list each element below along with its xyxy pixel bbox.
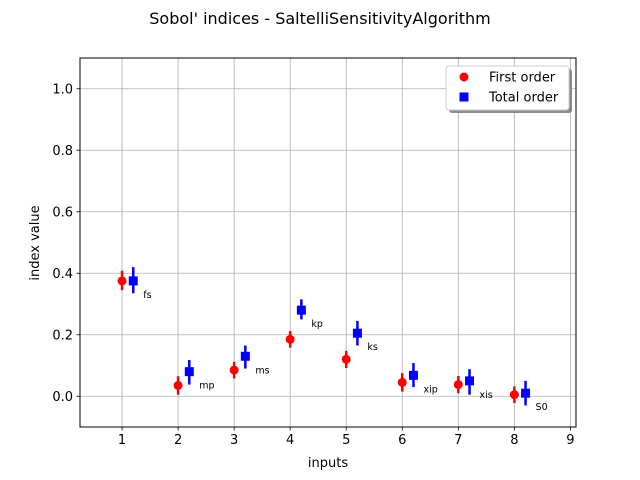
legend-total-order-marker: [459, 92, 469, 102]
input-name-label: fs: [143, 290, 151, 301]
first-order-point: [173, 380, 183, 390]
y-axis-label: index value: [28, 205, 43, 280]
first-order-point: [509, 390, 519, 400]
total-order-point: [128, 276, 138, 286]
total-order-point: [184, 367, 194, 377]
x-tick-label: 5: [342, 433, 350, 448]
y-tick-label: 0.4: [52, 267, 73, 282]
y-tick-label: 0.8: [52, 144, 73, 159]
input-name-label: ks: [367, 342, 378, 353]
first-order-point: [397, 377, 407, 387]
x-tick-label: 3: [230, 433, 238, 448]
chart-title: Sobol' indices - SaltelliSensitivityAlgo…: [149, 9, 490, 28]
x-tick-label: 8: [510, 433, 518, 448]
input-name-label: xip: [423, 384, 437, 395]
legend-first-order-marker: [459, 72, 469, 82]
total-order-point: [521, 388, 531, 398]
y-tick-label: 1.0: [52, 82, 73, 97]
total-order-point: [296, 305, 306, 315]
x-tick-label: 4: [286, 433, 294, 448]
total-order-point: [465, 376, 475, 386]
y-tick-label: 0.2: [52, 328, 73, 343]
y-tick-label: 0.6: [52, 205, 73, 220]
x-tick-label: 7: [454, 433, 462, 448]
input-name-label: kp: [311, 319, 323, 330]
x-tick-label: 1: [118, 433, 126, 448]
input-name-label: S0: [536, 402, 548, 413]
grid-lines: [80, 58, 576, 427]
first-order-point: [117, 276, 127, 286]
first-order-point: [285, 334, 295, 344]
total-order-point: [240, 351, 250, 361]
legend-box: [445, 65, 570, 111]
data-markers: fs mp ms kp ks xip xis S0: [117, 267, 548, 413]
input-name-label: xis: [480, 390, 493, 401]
total-order-point: [352, 328, 362, 338]
input-name-label: mp: [199, 381, 214, 392]
axis-ticks: 1 2 3 4 5 6 7 8 9 0.0 0.2 0.4 0.6 0.8 1.0: [52, 82, 574, 448]
input-name-label: ms: [255, 365, 269, 376]
x-tick-label: 9: [566, 433, 574, 448]
x-tick-label: 2: [174, 433, 182, 448]
total-order-point: [408, 370, 418, 380]
legend-label: Total order: [488, 91, 559, 106]
first-order-point: [453, 380, 463, 390]
x-tick-label: 6: [398, 433, 406, 448]
x-axis-label: inputs: [308, 456, 348, 471]
first-order-point: [341, 354, 351, 364]
legend-label: First order: [489, 71, 556, 86]
plot-frame: [79, 57, 577, 428]
legend: First order Total order: [445, 65, 572, 113]
first-order-point: [229, 365, 239, 375]
y-tick-label: 0.0: [52, 390, 73, 405]
